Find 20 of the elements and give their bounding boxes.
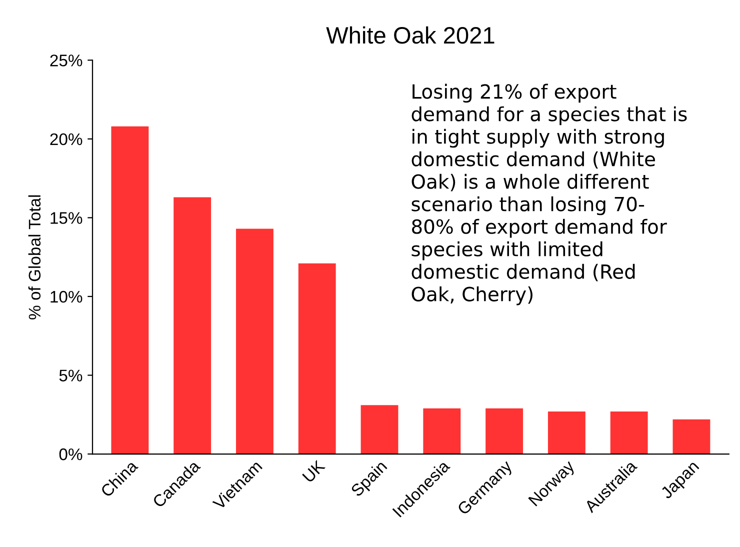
y-tick-label: 10%	[50, 290, 82, 303]
bar	[360, 405, 398, 454]
y-tick-label: 5%	[59, 370, 82, 382]
bar	[236, 228, 274, 454]
chart-title: White Oak 2021	[326, 26, 494, 44]
bar	[111, 126, 149, 454]
y-tick-label: 15%	[50, 212, 82, 224]
text: Losing 21% of export demand for a species that is in tight supply with strong domestic demand (White Oak) is a whole different scenario than losing 70- 80% of export demand for species with limited domestic demand (Red Oak, Cherry)	[412, 84, 687, 306]
y-tick-label: 0%	[59, 448, 82, 460]
x-tick-label: UK	[302, 459, 326, 483]
bar	[486, 408, 524, 454]
bar	[610, 411, 648, 454]
y-tick-label: 20%	[50, 133, 82, 146]
bar	[548, 411, 586, 454]
y-axis-title: % of Global Total	[28, 195, 41, 320]
bar	[423, 408, 461, 454]
bar	[174, 197, 212, 454]
bar	[672, 419, 710, 454]
bar	[298, 263, 336, 454]
y-tick-label: 25%	[50, 54, 82, 66]
